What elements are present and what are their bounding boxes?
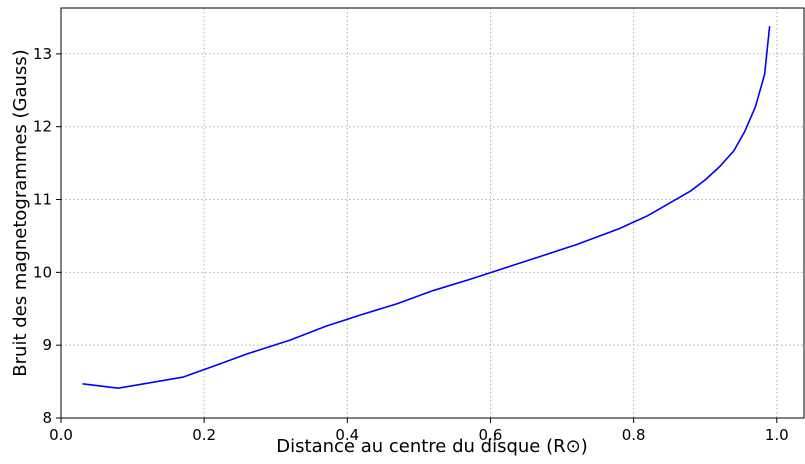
x-tick-label: 0.0 xyxy=(49,426,73,444)
data-line xyxy=(82,26,771,389)
x-tick-label: 0.2 xyxy=(192,426,216,444)
y-tick-label: 9 xyxy=(42,336,52,354)
x-tick-label: 1.0 xyxy=(765,426,789,444)
x-tick-label: 0.4 xyxy=(335,426,359,444)
x-axis-label: Distance au centre du disque (R⊙) xyxy=(276,436,587,457)
y-tick-label: 8 xyxy=(42,409,52,427)
y-tick-label: 12 xyxy=(33,118,52,136)
x-tick-label: 0.8 xyxy=(622,426,646,444)
y-tick-label: 11 xyxy=(33,191,52,209)
x-tick-label: 0.6 xyxy=(479,426,503,444)
y-axis-label: Bruit des magnetogrammes (Gauss) xyxy=(10,49,31,376)
y-tick-label: 13 xyxy=(33,45,52,63)
plot-frame xyxy=(60,7,805,419)
y-tick-label: 10 xyxy=(33,263,52,281)
